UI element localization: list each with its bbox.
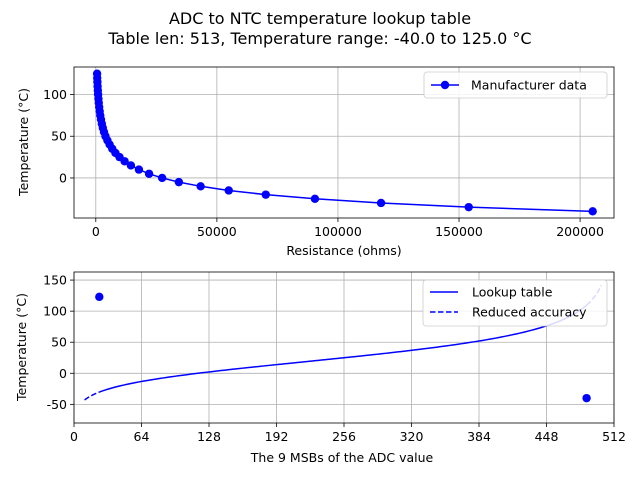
x-tick-label: 128 [197, 429, 221, 444]
data-point [92, 69, 102, 78]
y-tick-label: 100 [43, 87, 67, 102]
table-endpoint-marker [95, 292, 104, 302]
x-tick-label: 100000 [314, 224, 362, 239]
y-tick-label: 50 [51, 129, 67, 144]
data-point [310, 194, 320, 204]
y-tick-label: -50 [47, 397, 67, 412]
data-point [261, 190, 270, 199]
adc-chart-ticks: 0 64 128 192 256 320 384 448 512 -50 0 50 100 150 [43, 273, 626, 444]
x-tick-label: 0 [70, 429, 78, 444]
adc-chart-grid [73, 272, 615, 423]
resistance-chart-ticks: 0 50000 100000 150000 200000 0 50 100 [43, 87, 604, 239]
resistance-chart-frame [73, 66, 615, 219]
legend-marker-manufacturer [440, 80, 450, 90]
x-tick-label: 150000 [435, 224, 483, 239]
legend-label-lookup: Lookup table [472, 285, 553, 300]
resistance-chart-legend: Manufacturer data [423, 71, 608, 99]
x-tick-label: 512 [602, 429, 626, 444]
x-tick-label: 384 [467, 429, 491, 444]
x-tick-label: 200000 [556, 224, 604, 239]
table-endpoint-marker [582, 393, 591, 403]
y-tick-label: 0 [59, 366, 67, 381]
x-tick-label: 192 [265, 429, 289, 444]
y-tick-label: 150 [43, 273, 67, 288]
x-tick-label: 64 [134, 429, 150, 444]
legend-label-reduced: Reduced accuracy [472, 305, 587, 320]
y-tick-label: 100 [43, 304, 67, 319]
x-tick-label: 50000 [197, 224, 237, 239]
data-point [134, 165, 144, 174]
adc-chart: 0 64 128 192 256 320 384 448 512 -50 0 50 100 150 The… [14, 271, 626, 465]
data-point [588, 207, 597, 216]
legend-label-manufacturer: Manufacturer data [471, 78, 587, 93]
data-point [224, 186, 233, 195]
adc-chart-ylabel: Temperature (°C) [14, 293, 29, 402]
y-tick-label: 0 [59, 170, 67, 185]
legend-box [423, 71, 608, 99]
resistance-chart-ylabel: Temperature (°C) [16, 88, 31, 197]
data-point [174, 177, 184, 187]
data-point [144, 169, 154, 178]
adc-chart-xlabel: The 9 MSBs of the ADC value [250, 450, 434, 465]
x-tick-label: 0 [92, 224, 100, 239]
x-tick-label: 448 [535, 429, 559, 444]
figure-title-line2: Table len: 513, Temperature range: -40.0… [107, 29, 531, 48]
data-point [196, 182, 205, 191]
reduced-accuracy-line [84, 391, 100, 401]
resistance-chart-xlabel: Resistance (ohms) [286, 243, 401, 258]
y-tick-label: 50 [51, 335, 67, 350]
data-point [126, 161, 136, 170]
resistance-chart: 0 50000 100000 150000 200000 0 50 100 Resistanc… [16, 66, 615, 258]
x-tick-label: 256 [332, 429, 356, 444]
figure-title-line1: ADC to NTC temperature lookup table [169, 9, 471, 28]
data-point [464, 202, 473, 212]
lookup-table-line [99, 304, 588, 393]
data-point [157, 173, 167, 183]
legend-box [422, 279, 608, 327]
adc-chart-legend: Lookup table Reduced accuracy [422, 279, 608, 327]
data-point [376, 198, 386, 208]
resistance-chart-series [92, 69, 597, 216]
x-tick-label: 320 [400, 429, 424, 444]
